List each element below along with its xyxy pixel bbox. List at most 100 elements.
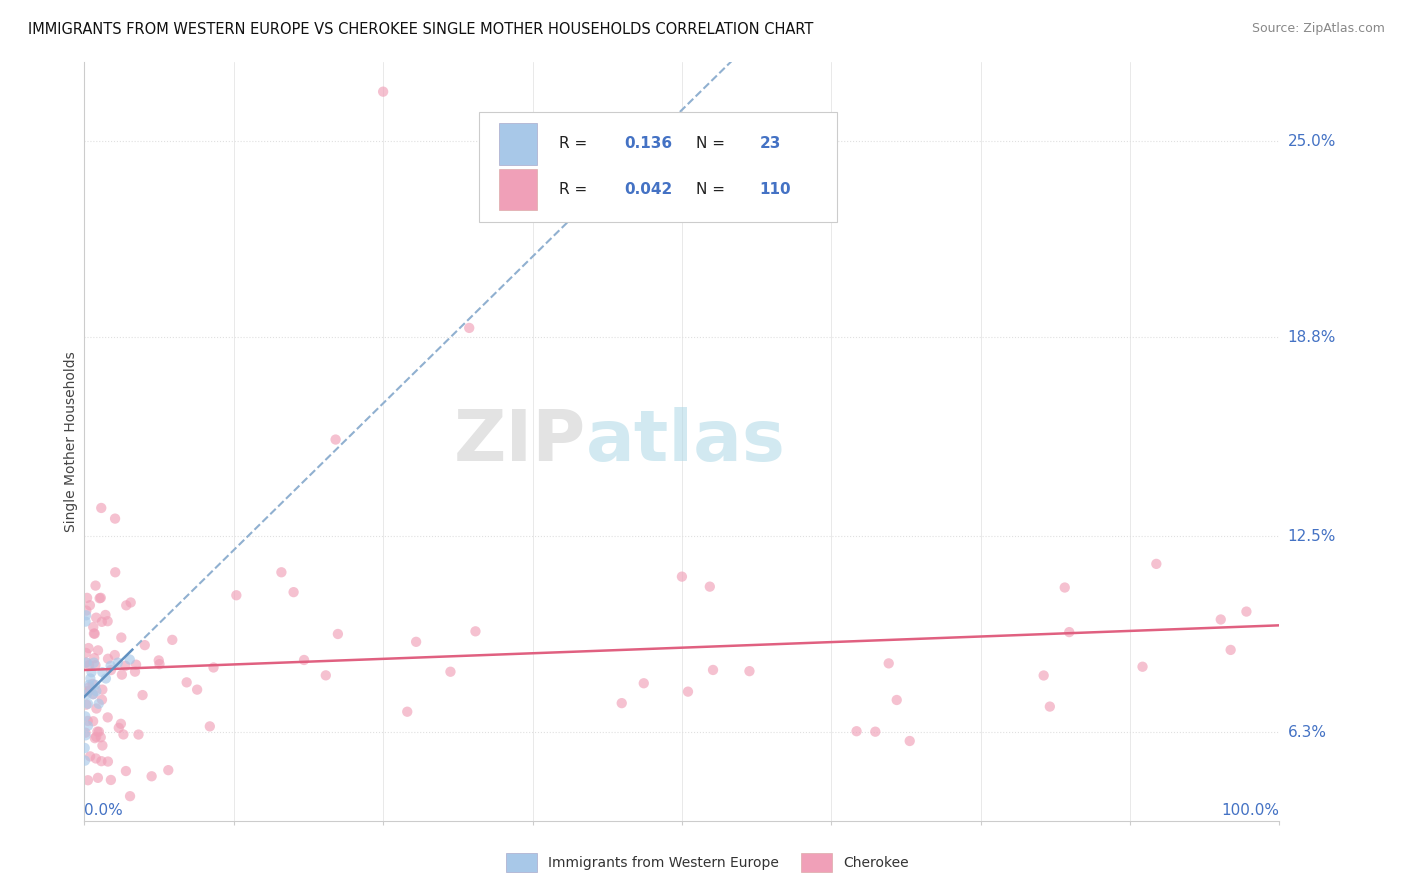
Text: 0.0%: 0.0%: [84, 803, 124, 818]
Point: [124, 665, 146, 679]
Point: [75, 608, 97, 623]
Point: [82, 714, 104, 729]
Point: [75, 656, 97, 670]
Point: [82, 620, 104, 634]
Point: [91, 682, 114, 697]
Point: [270, 566, 292, 580]
Point: [79, 599, 101, 613]
Point: [898, 734, 921, 748]
Point: [97, 755, 120, 769]
Point: [110, 716, 132, 731]
Text: N =: N =: [696, 136, 730, 152]
Text: 110: 110: [759, 182, 792, 197]
Point: [464, 624, 486, 639]
Point: [610, 696, 633, 710]
Point: [373, 85, 395, 99]
Point: [202, 660, 225, 674]
Point: [120, 595, 142, 609]
Point: [75, 698, 97, 712]
Point: [75, 646, 97, 660]
Text: 6.3%: 6.3%: [1288, 724, 1327, 739]
Point: [1209, 612, 1232, 626]
Point: [148, 653, 170, 667]
Point: [176, 675, 198, 690]
Point: [75, 604, 97, 618]
Point: [83, 626, 105, 640]
Point: [1219, 643, 1241, 657]
Text: Source: ZipAtlas.com: Source: ZipAtlas.com: [1251, 22, 1385, 36]
Point: [79, 672, 101, 686]
Point: [91, 665, 114, 680]
Point: [75, 728, 97, 742]
Point: [83, 651, 105, 665]
Point: [131, 688, 153, 702]
Point: [77, 773, 100, 788]
Point: [104, 511, 127, 525]
Point: [134, 638, 156, 652]
Bar: [499, 123, 537, 165]
Point: [97, 652, 120, 666]
Point: [76, 656, 98, 670]
Point: [84, 658, 107, 673]
Point: [458, 321, 481, 335]
Text: 100.0%: 100.0%: [1222, 803, 1279, 818]
Point: [115, 764, 138, 778]
Point: [87, 771, 110, 785]
Point: [1132, 659, 1154, 673]
Text: ZIP: ZIP: [454, 407, 586, 476]
Point: [87, 724, 110, 739]
Point: [84, 579, 107, 593]
Text: 25.0%: 25.0%: [1288, 134, 1336, 149]
Point: [112, 727, 135, 741]
Point: [83, 731, 105, 746]
FancyBboxPatch shape: [479, 112, 838, 221]
Point: [114, 658, 136, 673]
Point: [125, 657, 148, 672]
Point: [1057, 625, 1080, 640]
Point: [76, 714, 98, 728]
Point: [77, 719, 100, 733]
Text: Immigrants from Western Europe: Immigrants from Western Europe: [548, 855, 779, 870]
Point: [141, 769, 163, 783]
Text: 18.8%: 18.8%: [1288, 330, 1336, 345]
Point: [100, 772, 122, 787]
Point: [1053, 581, 1076, 595]
Point: [97, 614, 120, 628]
Point: [89, 591, 111, 606]
Point: [118, 789, 141, 804]
Point: [77, 658, 100, 673]
Point: [83, 656, 105, 670]
Text: 12.5%: 12.5%: [1288, 529, 1336, 544]
Point: [77, 641, 100, 656]
Point: [104, 566, 127, 580]
Point: [79, 749, 101, 764]
Point: [75, 709, 97, 723]
Point: [128, 727, 150, 741]
Point: [90, 615, 112, 629]
Point: [90, 500, 112, 515]
Point: [439, 665, 461, 679]
Text: atlas: atlas: [586, 407, 786, 476]
Point: [75, 684, 97, 698]
Point: [225, 588, 247, 602]
Point: [1032, 668, 1054, 682]
Point: [633, 676, 655, 690]
Point: [73, 741, 96, 756]
Point: [84, 751, 107, 765]
Point: [107, 721, 129, 735]
Point: [162, 632, 184, 647]
Point: [405, 635, 427, 649]
Point: [76, 591, 98, 605]
Point: [94, 607, 117, 622]
Point: [107, 656, 129, 670]
Point: [94, 672, 117, 686]
Point: [118, 652, 141, 666]
Point: [80, 665, 103, 680]
Point: [699, 580, 721, 594]
Text: 23: 23: [759, 136, 780, 152]
Point: [148, 657, 170, 672]
Text: IMMIGRANTS FROM WESTERN EUROPE VS CHEROKEE SINGLE MOTHER HOUSEHOLDS CORRELATION : IMMIGRANTS FROM WESTERN EUROPE VS CHEROK…: [28, 22, 814, 37]
Point: [73, 754, 96, 768]
Point: [845, 724, 868, 739]
Point: [91, 739, 114, 753]
